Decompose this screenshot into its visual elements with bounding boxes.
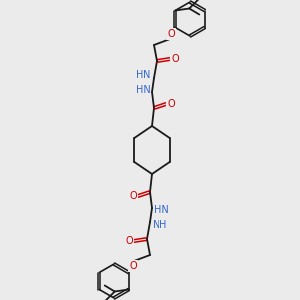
Text: O: O [167, 99, 175, 109]
Text: O: O [129, 261, 137, 271]
Text: H: H [159, 220, 167, 230]
Text: N: N [143, 70, 151, 80]
Text: N: N [153, 220, 161, 230]
Text: O: O [167, 29, 175, 39]
Text: HN: HN [136, 85, 150, 95]
Text: HN: HN [154, 205, 168, 215]
Text: O: O [125, 236, 133, 246]
Text: H: H [136, 70, 144, 80]
Text: O: O [129, 191, 137, 201]
Text: O: O [171, 54, 179, 64]
